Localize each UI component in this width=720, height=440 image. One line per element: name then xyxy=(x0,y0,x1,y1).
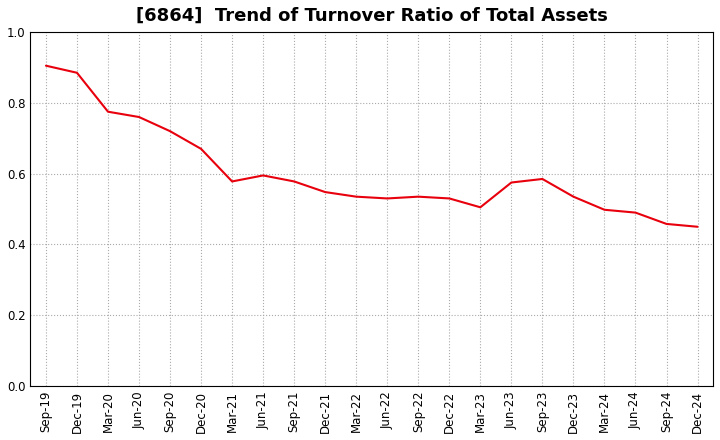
Title: [6864]  Trend of Turnover Ratio of Total Assets: [6864] Trend of Turnover Ratio of Total … xyxy=(136,7,608,25)
